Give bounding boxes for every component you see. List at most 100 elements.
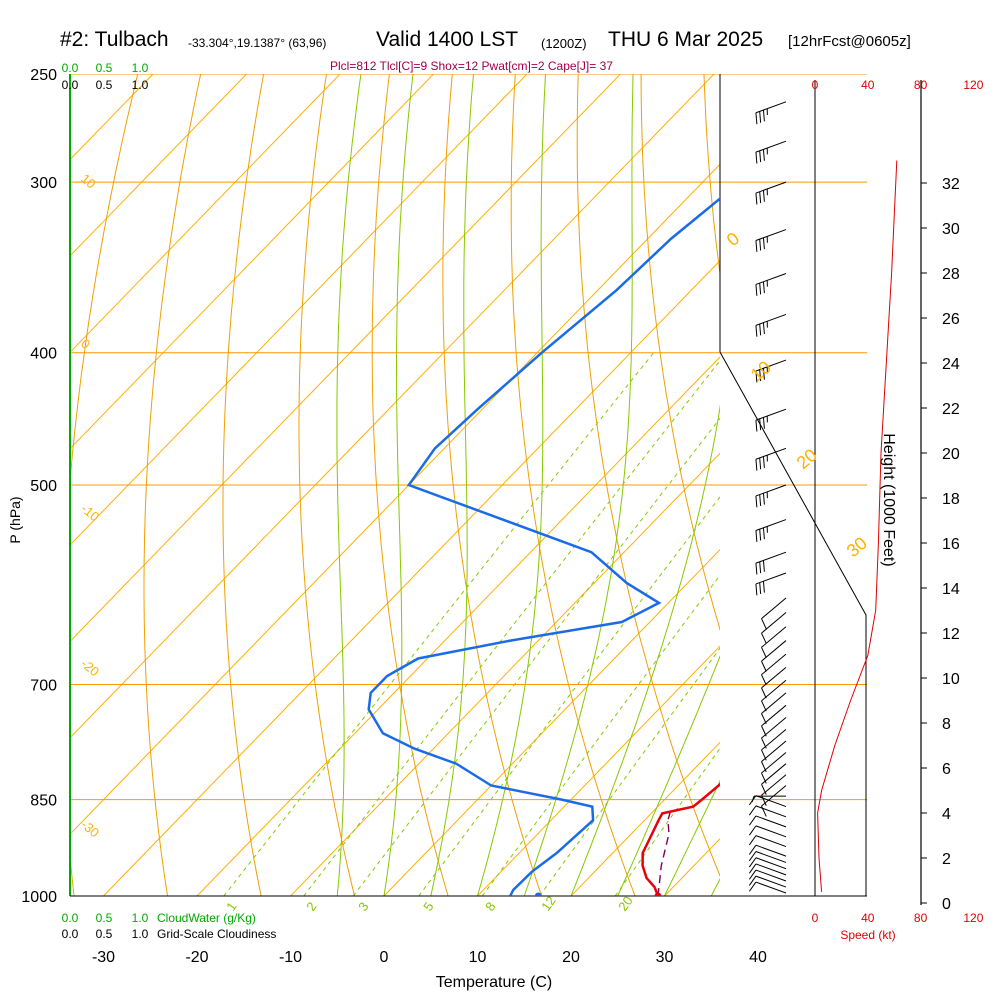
- temperature-tick-label: 20: [562, 949, 580, 966]
- wind-barb: [761, 763, 787, 795]
- barb-feather: [755, 284, 758, 296]
- isotherm-line: [289, 452, 720, 896]
- cloudiness-tick-bottom: 0.0: [62, 927, 79, 941]
- barb-staff: [755, 835, 787, 848]
- barb-feather: [759, 494, 762, 506]
- temperature-tick-label: -30: [92, 949, 115, 966]
- isotherm-line: [823, 0, 1000, 925]
- isotherm-line: [70, 163, 720, 835]
- barb-staff: [755, 408, 787, 421]
- barb-feather: [755, 240, 758, 252]
- wind-barb: [761, 774, 787, 806]
- barb-feather: [755, 370, 758, 383]
- barb-staff: [755, 795, 787, 808]
- cloudwater-tick-top: 1.0: [132, 61, 149, 75]
- dry-adiabat: [822, 0, 1000, 925]
- barb-feather: [755, 563, 758, 575]
- wind-barb: [755, 229, 787, 252]
- barb-staff: [755, 815, 787, 828]
- dry-adiabat: [371, 74, 449, 896]
- valid-time: Valid 1400 LST: [376, 28, 519, 51]
- pressure-tick-label: 850: [30, 793, 57, 810]
- isotherm-line: [570, 741, 720, 896]
- cloudiness-tick-bottom: 1.0: [132, 927, 149, 941]
- barb-feather: [748, 875, 757, 886]
- wind-barb: [755, 551, 787, 575]
- barb-staff: [755, 140, 787, 153]
- barb-staff: [755, 359, 787, 372]
- wind-barb: [761, 785, 787, 817]
- barb-feather: [762, 190, 765, 202]
- barb-feather: [761, 674, 767, 686]
- height-tick-label: 24: [942, 356, 960, 373]
- barb-feather: [761, 805, 767, 817]
- barb-feather: [755, 530, 758, 542]
- barb-staff: [761, 626, 787, 648]
- barb-feather: [748, 835, 757, 846]
- barb-feather: [748, 825, 757, 836]
- barb-feather: [762, 417, 765, 429]
- barb-feather: [755, 325, 758, 337]
- height-tick-label: 28: [942, 266, 960, 283]
- isotherm-line: [70, 74, 341, 354]
- barb-feather: [748, 805, 757, 816]
- isotherm-line: [70, 74, 528, 546]
- wind-barb: [755, 101, 787, 125]
- moist-adiabat: [336, 74, 362, 896]
- wind-barb: [748, 844, 787, 857]
- wind-barb: [761, 640, 787, 672]
- barb-feather: [759, 323, 762, 336]
- barb-feather: [762, 527, 765, 540]
- terrain-profile: [719, 351, 867, 896]
- moist-adiabat: [523, 74, 634, 896]
- barb-feather: [761, 737, 767, 749]
- wind-barb: [755, 447, 787, 471]
- barb-staff: [755, 229, 787, 241]
- barb-feather: [761, 700, 767, 712]
- mixing-ratio-label: 2: [303, 899, 319, 914]
- mixing-ratio-label: 20: [615, 893, 636, 913]
- cloudiness-tick-top: 1.0: [132, 78, 149, 92]
- barb-staff: [755, 181, 787, 194]
- moist-adiabat: [617, 655, 720, 896]
- wind-barb: [761, 626, 787, 658]
- moist-adiabat: [383, 74, 414, 896]
- temperature-tick-label: 40: [749, 949, 767, 966]
- barb-feather: [755, 459, 758, 471]
- barb-feather: [761, 761, 767, 773]
- barb-feather: [759, 457, 762, 470]
- wind-barb: [748, 851, 787, 863]
- barb-staff: [755, 572, 787, 585]
- wind-barb: [755, 408, 787, 432]
- mixing-ratio-label: 3: [355, 899, 371, 914]
- x-axis-label: Temperature (C): [436, 974, 552, 991]
- height-tick-label: 6: [942, 761, 951, 778]
- wind-barb: [755, 572, 787, 596]
- height-tick-label: 32: [942, 176, 960, 193]
- speed-tick-bottom: 0: [812, 911, 819, 925]
- barb-feather: [748, 857, 757, 868]
- height-tick-label: 2: [942, 851, 951, 868]
- barb-feather: [761, 618, 767, 630]
- wind-barb: [748, 857, 787, 870]
- height-tick-label: 22: [942, 401, 960, 418]
- speed-tick-bottom: 120: [963, 911, 983, 925]
- height-tick-label: 26: [942, 311, 960, 328]
- barb-feather: [761, 660, 767, 672]
- cloudwater-tick-top: 0.5: [96, 61, 113, 75]
- barb-staff: [755, 825, 787, 838]
- barb-feather: [755, 420, 758, 432]
- barb-feather: [762, 560, 765, 572]
- barb-feather: [761, 647, 767, 658]
- dry-adiabat: [510, 74, 636, 896]
- wind-barb: [755, 519, 787, 542]
- barb-feather: [748, 869, 757, 880]
- barb-feather: [755, 152, 758, 164]
- barb-staff: [761, 597, 787, 619]
- wind-barb: [751, 795, 786, 803]
- cloudwater-tick-bottom: 1.0: [132, 911, 149, 925]
- height-tick-label: 20: [942, 446, 960, 463]
- barb-feather: [748, 844, 757, 855]
- barb-feather: [762, 237, 765, 250]
- isotherm-label-left: 0: [78, 336, 93, 352]
